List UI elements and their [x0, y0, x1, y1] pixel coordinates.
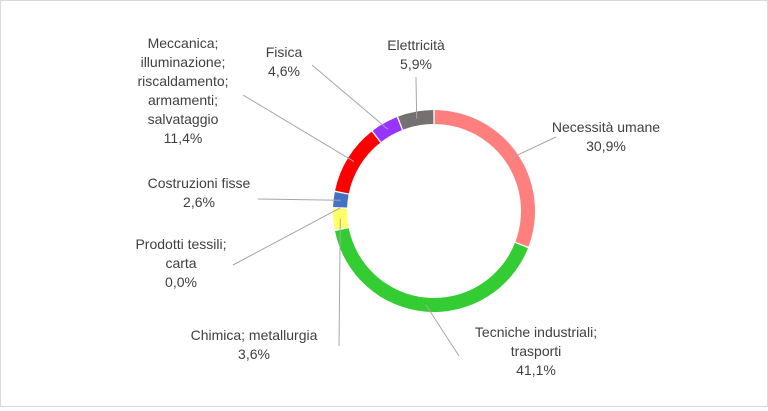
leader-line [232, 207, 341, 266]
slice-labels: Necessità umane 30,9% Tecniche industriali… [135, 35, 660, 378]
slice-label: Necessità umane 30,9% [552, 119, 660, 154]
leader-line [415, 76, 418, 119]
leader-line [311, 64, 389, 130]
donut-slice [333, 192, 349, 208]
leader-line [338, 218, 341, 347]
slice-label: Chimica; metallurgia 3,6% [191, 327, 318, 362]
leader-line [242, 94, 355, 162]
donut-slice [434, 110, 535, 247]
slice-label: Costruzioni fisse 2,6% [148, 175, 251, 210]
leader-line [425, 304, 460, 357]
donut-slices [333, 110, 535, 312]
slice-label: Elettricità 5,9% [387, 37, 445, 72]
leader-lines [232, 64, 557, 357]
donut-slice [335, 228, 528, 312]
slice-label: Meccanica; illuminazione; riscaldamento; ar… [137, 35, 228, 146]
slice-label: Fisica 4,6% [266, 44, 303, 79]
slice-label: Tecniche industriali; trasporti 41,1% [475, 324, 597, 378]
leader-line [511, 136, 557, 159]
slice-label: Prodotti tessili; carta 0,0% [135, 236, 226, 290]
leader-line [257, 198, 341, 201]
donut-slice [335, 131, 381, 194]
donut-slice [398, 110, 434, 130]
